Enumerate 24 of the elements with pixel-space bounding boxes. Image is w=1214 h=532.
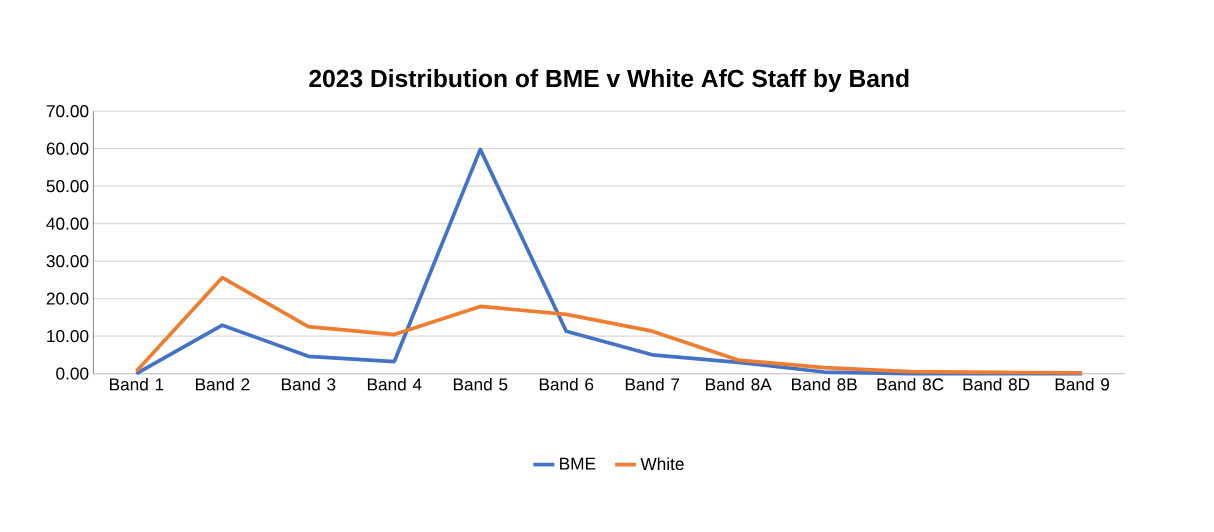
y-tick-label: 0.00 — [56, 367, 89, 380]
chart-title: 2023 Distribution of BME v White AfC Staff by Band — [309, 69, 909, 93]
y-tick-label: 10.00 — [47, 330, 89, 343]
x-tick-label: Band 8A — [706, 377, 772, 391]
legend-label: BME — [560, 457, 596, 470]
x-tick-label: Band 8B — [792, 377, 857, 391]
y-tick-label: 30.00 — [46, 255, 89, 268]
y-tick-label: 70.00 — [46, 105, 89, 118]
x-tick-label: Band 7 — [625, 377, 680, 391]
y-tick-label: 20.00 — [46, 292, 89, 305]
y-tick-label: 40.00 — [46, 217, 89, 230]
x-tick-label: Band 5 — [453, 377, 508, 391]
x-tick-label: Band 6 — [539, 377, 594, 391]
legend-label: White — [640, 457, 684, 471]
y-tick-label: 50.00 — [46, 180, 89, 193]
x-tick-label: Band 8C — [877, 377, 944, 391]
x-tick-label: Band 3 — [281, 377, 336, 391]
x-tick-label: Band 9 — [1055, 377, 1110, 391]
x-tick-label: Band 2 — [195, 377, 250, 391]
x-tick-label: Band 8D — [963, 377, 1030, 391]
line-series — [134, 275, 1084, 375]
x-tick-label: Band 1 — [110, 377, 164, 391]
x-tick-label: Band 4 — [367, 377, 422, 391]
y-tick-label: 60.00 — [46, 142, 89, 155]
